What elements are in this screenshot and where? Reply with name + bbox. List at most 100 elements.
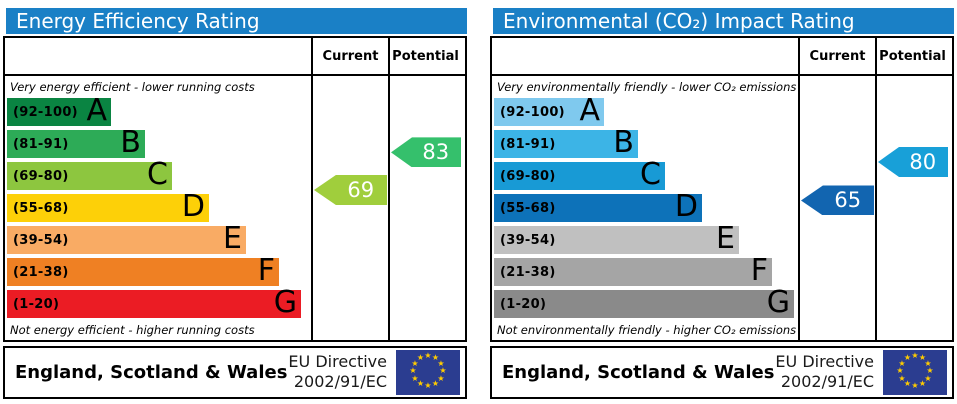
- potential-rating-arrow: 83: [391, 137, 461, 168]
- band-range-label: (39-54): [13, 233, 69, 248]
- band-letter: A: [86, 93, 107, 128]
- band-range-label: (55-68): [13, 201, 69, 216]
- top-note: Very environmentally friendly - lower CO…: [497, 80, 797, 94]
- column-divider: [798, 38, 800, 340]
- region-label: England, Scotland & Wales: [15, 362, 288, 383]
- rating-band-e: (39-54) E: [494, 221, 739, 256]
- rating-band-c: (69-80) C: [7, 157, 172, 192]
- eu-flag-icon: ★ ★ ★ ★ ★ ★ ★ ★ ★ ★ ★ ★: [396, 350, 460, 395]
- column-divider: [388, 38, 390, 340]
- current-rating-value: 65: [834, 188, 862, 213]
- band-letter: E: [716, 221, 735, 256]
- top-note: Very energy efficient - lower running co…: [10, 80, 255, 94]
- band-letter: C: [640, 157, 661, 192]
- band-letter: B: [613, 125, 634, 160]
- eu-star-icon: ★: [409, 366, 417, 375]
- eu-star-icon: ★: [439, 366, 447, 375]
- eu-directive-line1: EU Directive: [775, 352, 874, 371]
- band-letter: D: [674, 189, 698, 224]
- eu-star-icon: ★: [431, 378, 440, 388]
- band-range-label: (1-20): [500, 297, 547, 312]
- eu-star-icon: ★: [431, 353, 440, 362]
- potential-rating-arrow: 80: [878, 147, 948, 177]
- table-header-row: Current Potential: [492, 38, 952, 76]
- bottom-note: Not energy efficient - higher running co…: [10, 323, 255, 337]
- eu-star-icon: ★: [918, 378, 927, 388]
- rating-panel-environmental-co2: Environmental (CO₂) Impact Rating Curren…: [489, 0, 955, 404]
- band-range-label: (69-80): [500, 169, 556, 184]
- eu-star-icon: ★: [903, 353, 912, 362]
- panel-footer: England, Scotland & Wales EU Directive 2…: [3, 346, 467, 399]
- eu-flag-icon: ★ ★ ★ ★ ★ ★ ★ ★ ★ ★ ★ ★: [883, 350, 947, 395]
- current-rating-value: 69: [347, 178, 375, 202]
- eu-star-icon: ★: [898, 358, 906, 368]
- rating-band-d: (55-68) D: [494, 189, 702, 224]
- eu-star-icon: ★: [924, 358, 932, 368]
- column-divider: [311, 38, 313, 340]
- panel-title: Environmental (CO₂) Impact Rating: [503, 9, 855, 33]
- rating-band-a: (92-100) A: [494, 93, 604, 128]
- rating-band-e: (39-54) E: [7, 221, 246, 256]
- rating-band-g: (1-20) G: [7, 285, 301, 320]
- eu-star-icon: ★: [898, 373, 906, 383]
- band-range-label: (39-54): [500, 233, 556, 248]
- eu-directive-label: EU Directive 2002/91/EC: [775, 352, 874, 392]
- eu-star-icon: ★: [911, 351, 919, 360]
- eu-star-icon: ★: [903, 378, 912, 388]
- table-header-row: Current Potential: [5, 38, 465, 76]
- eu-directive-label: EU Directive 2002/91/EC: [288, 352, 387, 392]
- eu-star-icon: ★: [896, 366, 904, 375]
- band-range-label: (81-91): [13, 137, 69, 152]
- eu-star-icon: ★: [918, 353, 927, 362]
- eu-star-icon: ★: [411, 373, 419, 383]
- current-rating-arrow: 65: [801, 185, 874, 216]
- rating-table: Current Potential Very energy efficient …: [3, 36, 467, 342]
- band-letter: B: [120, 125, 141, 160]
- eu-star-icon: ★: [911, 381, 919, 390]
- band-letter: F: [750, 253, 768, 288]
- eu-star-icon: ★: [424, 351, 432, 360]
- column-divider: [875, 38, 877, 340]
- band-range-label: (21-38): [13, 265, 69, 280]
- panel-title: Energy Efficiency Rating: [16, 9, 260, 33]
- band-letter: F: [257, 253, 275, 288]
- potential-rating-value: 83: [422, 140, 450, 165]
- eu-star-icon: ★: [416, 378, 425, 388]
- eu-directive-line2: 2002/91/EC: [293, 372, 387, 391]
- panel-footer: England, Scotland & Wales EU Directive 2…: [490, 346, 954, 399]
- eu-star-icon: ★: [437, 373, 445, 383]
- band-letter: C: [147, 157, 168, 192]
- band-letter: E: [223, 221, 242, 256]
- rating-band-f: (21-38) F: [494, 253, 772, 288]
- rating-band-b: (81-91) B: [7, 125, 145, 160]
- eu-star-icon: ★: [924, 373, 932, 383]
- eu-star-icon: ★: [437, 358, 445, 368]
- rating-table: Current Potential Very environmentally f…: [490, 36, 954, 342]
- potential-rating-value: 80: [909, 150, 937, 174]
- eu-directive-line1: EU Directive: [288, 352, 387, 371]
- eu-star-icon: ★: [424, 381, 432, 390]
- band-range-label: (21-38): [500, 265, 556, 280]
- band-range-label: (92-100): [13, 105, 78, 120]
- potential-column-header: Potential: [879, 49, 946, 64]
- rating-bands: (92-100) A (81-91) B (69-80) C (55-68) D (39-54)…: [494, 93, 800, 322]
- current-rating-arrow: 69: [314, 175, 387, 205]
- eu-star-icon: ★: [416, 353, 425, 362]
- band-letter: G: [766, 285, 790, 320]
- eu-star-icon: ★: [926, 366, 934, 375]
- band-letter: G: [273, 285, 297, 320]
- band-range-label: (92-100): [500, 105, 565, 120]
- eu-directive-line2: 2002/91/EC: [780, 372, 874, 391]
- band-letter: D: [181, 189, 205, 224]
- potential-column-header: Potential: [392, 49, 459, 64]
- rating-bands: (92-100) A (81-91) B (69-80) C (55-68) D (39-54)…: [7, 93, 313, 322]
- bottom-note: Not environmentally friendly - higher CO…: [497, 323, 797, 337]
- rating-band-g: (1-20) G: [494, 285, 794, 320]
- rating-panel-energy-efficiency: Energy Efficiency Rating Current Potenti…: [2, 0, 468, 404]
- band-range-label: (55-68): [500, 201, 556, 216]
- band-letter: A: [579, 93, 600, 128]
- panel-title-bar: Energy Efficiency Rating: [6, 8, 467, 34]
- band-range-label: (69-80): [13, 169, 69, 184]
- region-label: England, Scotland & Wales: [502, 362, 775, 383]
